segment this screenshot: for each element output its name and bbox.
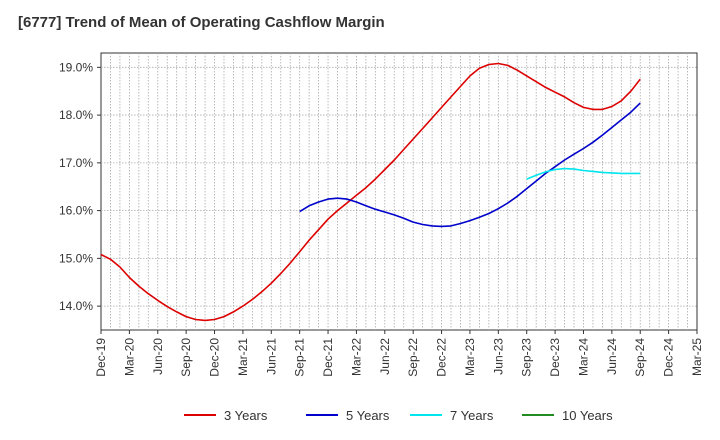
series-line-3-years bbox=[100, 62, 641, 322]
plot-area bbox=[100, 52, 698, 331]
x-tick-label: Dec-24 bbox=[662, 338, 676, 377]
series-line-7-years bbox=[526, 167, 641, 180]
x-tick-label: Sep-21 bbox=[293, 338, 307, 377]
x-axis: Dec-19 Mar-20 Jun-20 Sep-20 Dec-20 Mar-21 Jun-… bbox=[94, 330, 704, 377]
x-tick-label: Mar-22 bbox=[349, 338, 363, 376]
x-tick-label: Dec-23 bbox=[548, 338, 562, 377]
x-tick-label: Dec-19 bbox=[94, 338, 108, 377]
x-tick-label: Sep-23 bbox=[520, 338, 534, 377]
x-tick-label: Sep-20 bbox=[179, 338, 193, 377]
y-axis: 14.0% 15.0% 16.0% 17.0% 18.0% 19.0% bbox=[59, 60, 101, 313]
y-tick-label: 15.0% bbox=[59, 251, 93, 265]
x-tick-label: Jun-22 bbox=[378, 338, 392, 375]
legend-label-5-years: 5 Years bbox=[346, 408, 390, 423]
series-line-5-years bbox=[299, 102, 641, 228]
x-tick-label: Mar-20 bbox=[122, 338, 136, 376]
x-tick-label: Dec-22 bbox=[435, 338, 449, 377]
legend-label-10-years: 10 Years bbox=[562, 408, 613, 423]
x-tick-label: Mar-21 bbox=[236, 338, 250, 376]
x-tick-label: Jun-21 bbox=[264, 338, 278, 375]
x-tick-label: Mar-25 bbox=[690, 338, 704, 376]
y-tick-label: 16.0% bbox=[59, 204, 93, 218]
y-tick-label: 18.0% bbox=[59, 108, 93, 122]
x-tick-label: Mar-23 bbox=[463, 338, 477, 376]
x-tick-label: Dec-21 bbox=[321, 338, 335, 377]
legend: 3 Years 5 Years 7 Years 10 Years bbox=[184, 408, 613, 423]
series-lines bbox=[100, 62, 641, 322]
x-tick-label: Sep-22 bbox=[406, 338, 420, 377]
x-tick-label: Sep-24 bbox=[633, 338, 647, 377]
grid-lines bbox=[101, 53, 697, 330]
legend-label-7-years: 7 Years bbox=[450, 408, 494, 423]
x-tick-label: Mar-24 bbox=[576, 338, 590, 376]
chart-title: [6777] Trend of Mean of Operating Cashfl… bbox=[18, 14, 385, 31]
y-tick-label: 14.0% bbox=[59, 299, 93, 313]
y-tick-label: 17.0% bbox=[59, 156, 93, 170]
x-tick-label: Jun-23 bbox=[491, 338, 505, 375]
legend-label-3-years: 3 Years bbox=[224, 408, 268, 423]
y-tick-label: 19.0% bbox=[59, 60, 93, 74]
x-tick-label: Jun-24 bbox=[605, 338, 619, 375]
x-tick-label: Jun-20 bbox=[151, 338, 165, 375]
x-tick-label: Dec-20 bbox=[208, 338, 222, 377]
